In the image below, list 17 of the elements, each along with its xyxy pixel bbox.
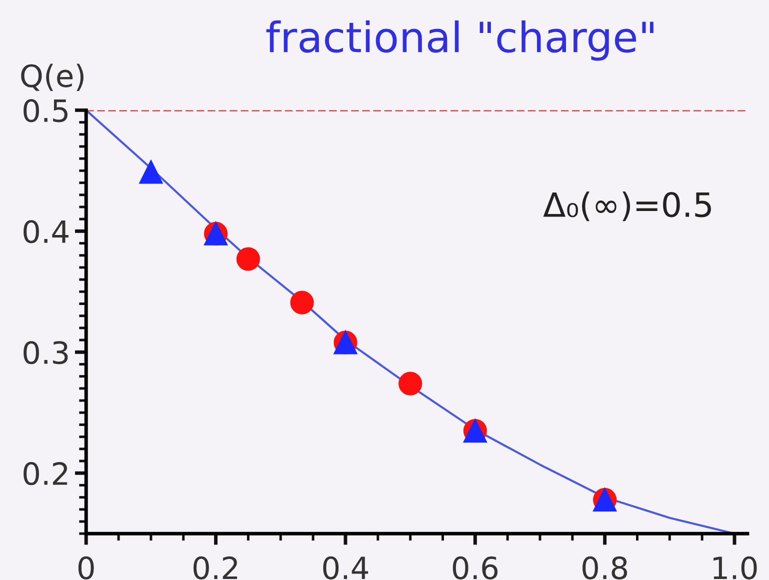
- point: [290, 290, 314, 314]
- annotation: Δ₀(∞)=0.5: [543, 191, 711, 222]
- y-tick-label: 0.3: [24, 341, 68, 364]
- x-tick-label: 0.8: [582, 556, 628, 580]
- point: [398, 372, 422, 396]
- point: [236, 247, 260, 271]
- y-tick-label: 0.2: [24, 462, 68, 486]
- chart-title: fractional "charge": [266, 20, 654, 61]
- x-tick-label: 0.2: [194, 556, 238, 580]
- x-tick-label: 1.0: [714, 556, 757, 580]
- x-tick-label: 0: [78, 556, 94, 580]
- y-tick-label: 0.5: [24, 99, 68, 122]
- x-tick-label: 0.4: [323, 556, 368, 580]
- point: [139, 160, 163, 184]
- x-tick-label: 0.6: [452, 556, 498, 580]
- y-tick-label: 0.4: [24, 220, 68, 244]
- y-axis-title: Q(e): [21, 64, 84, 91]
